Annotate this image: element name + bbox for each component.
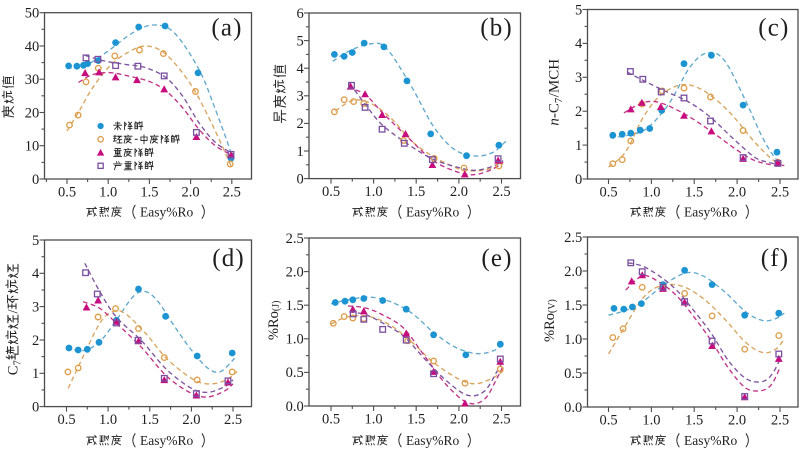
svg-text:Easy%Ro: Easy%Ro [140,205,193,220]
svg-text:(b): (b) [480,14,513,41]
svg-text:4: 4 [296,61,304,77]
svg-text:50: 50 [25,6,40,22]
svg-text:2.0: 2.0 [182,412,200,428]
svg-text:2.0: 2.0 [286,264,304,280]
svg-text:0.5: 0.5 [286,365,304,381]
svg-text:C: C [5,366,21,376]
svg-text:2.5: 2.5 [223,184,241,200]
svg-text:1: 1 [296,144,303,160]
svg-text:1: 1 [575,138,582,154]
svg-text:4: 4 [575,36,583,52]
svg-text:2.0: 2.0 [728,184,746,200]
svg-text:0.5: 0.5 [58,184,76,200]
svg-text:2: 2 [575,104,582,120]
svg-text:0.0: 0.0 [564,400,582,416]
svg-text:3: 3 [32,299,39,315]
svg-text:Easy%Ro: Easy%Ro [406,433,459,448]
svg-text:2.0: 2.0 [728,412,746,428]
svg-text:1.0: 1.0 [642,184,660,200]
svg-text:Easy%Ro: Easy%Ro [684,433,737,448]
svg-text:2: 2 [296,116,303,132]
svg-text:7: 7 [13,360,24,365]
svg-text:1.5: 1.5 [685,412,703,428]
svg-text:2.5: 2.5 [564,230,582,246]
svg-text:1.5: 1.5 [141,412,159,428]
svg-text:20: 20 [25,105,40,121]
svg-text:10: 10 [25,139,40,155]
svg-text:0.5: 0.5 [599,412,617,428]
svg-text:30: 30 [25,72,40,88]
svg-text:(a): (a) [211,14,242,41]
svg-text:3: 3 [575,70,582,86]
svg-text:2.5: 2.5 [771,412,789,428]
svg-text:1.0: 1.0 [564,332,582,348]
svg-text:2.5: 2.5 [492,184,510,200]
svg-text:2.0: 2.0 [182,184,200,200]
svg-text:0: 0 [32,172,39,188]
svg-text:2: 2 [32,333,39,349]
svg-text:1.5: 1.5 [407,411,425,427]
svg-text:2.5: 2.5 [286,231,304,247]
svg-text:2.5: 2.5 [492,411,510,427]
svg-text:(d): (d) [212,245,245,272]
svg-text:0.5: 0.5 [322,184,340,200]
svg-text:6: 6 [296,6,303,22]
svg-text:1.0: 1.0 [286,332,304,348]
svg-text:2.5: 2.5 [224,412,242,428]
svg-text:1.5: 1.5 [685,184,703,200]
svg-text:/MCH: /MCH [547,59,563,98]
svg-text:2.0: 2.0 [564,264,582,280]
svg-text:2.5: 2.5 [771,184,789,200]
svg-text:-C: -C [547,103,563,118]
svg-text:0.0: 0.0 [286,399,304,415]
svg-text:Easy%Ro: Easy%Ro [684,205,737,220]
svg-text:(V): (V) [547,299,558,313]
svg-text:2.0: 2.0 [450,184,468,200]
svg-text:1.5: 1.5 [407,184,425,200]
svg-text:Easy%Ro: Easy%Ro [406,205,459,220]
svg-text:1.5: 1.5 [564,298,582,314]
svg-text:1: 1 [32,366,39,382]
svg-text:1.0: 1.0 [99,184,117,200]
svg-text:2.0: 2.0 [450,411,468,427]
svg-text:1.0: 1.0 [99,412,117,428]
svg-text:3: 3 [296,89,303,105]
svg-text:n: n [547,118,563,126]
svg-text:(c): (c) [758,14,789,41]
svg-text:5: 5 [32,233,39,249]
svg-text:1.5: 1.5 [286,298,304,314]
svg-text:5: 5 [575,2,582,18]
svg-text:0: 0 [575,172,582,188]
svg-text:1.5: 1.5 [140,184,158,200]
svg-text:0.5: 0.5 [599,184,617,200]
svg-text:(J): (J) [271,301,282,312]
svg-text:(e): (e) [481,245,512,272]
svg-text:0.5: 0.5 [57,412,75,428]
svg-text:40: 40 [25,39,40,55]
svg-text:0.5: 0.5 [564,366,582,382]
svg-text:%Ro: %Ro [542,313,558,342]
svg-text:0: 0 [296,171,303,187]
svg-text:5: 5 [296,33,303,49]
svg-text:1.0: 1.0 [642,412,660,428]
svg-text:1.0: 1.0 [365,184,383,200]
svg-text:0.5: 0.5 [322,411,340,427]
svg-text:4: 4 [32,266,40,282]
svg-text:0: 0 [32,399,39,415]
svg-text:(f): (f) [761,245,790,272]
svg-text:Easy%Ro: Easy%Ro [140,433,193,448]
svg-text:1.0: 1.0 [365,411,383,427]
svg-text:%Ro: %Ro [266,311,282,340]
